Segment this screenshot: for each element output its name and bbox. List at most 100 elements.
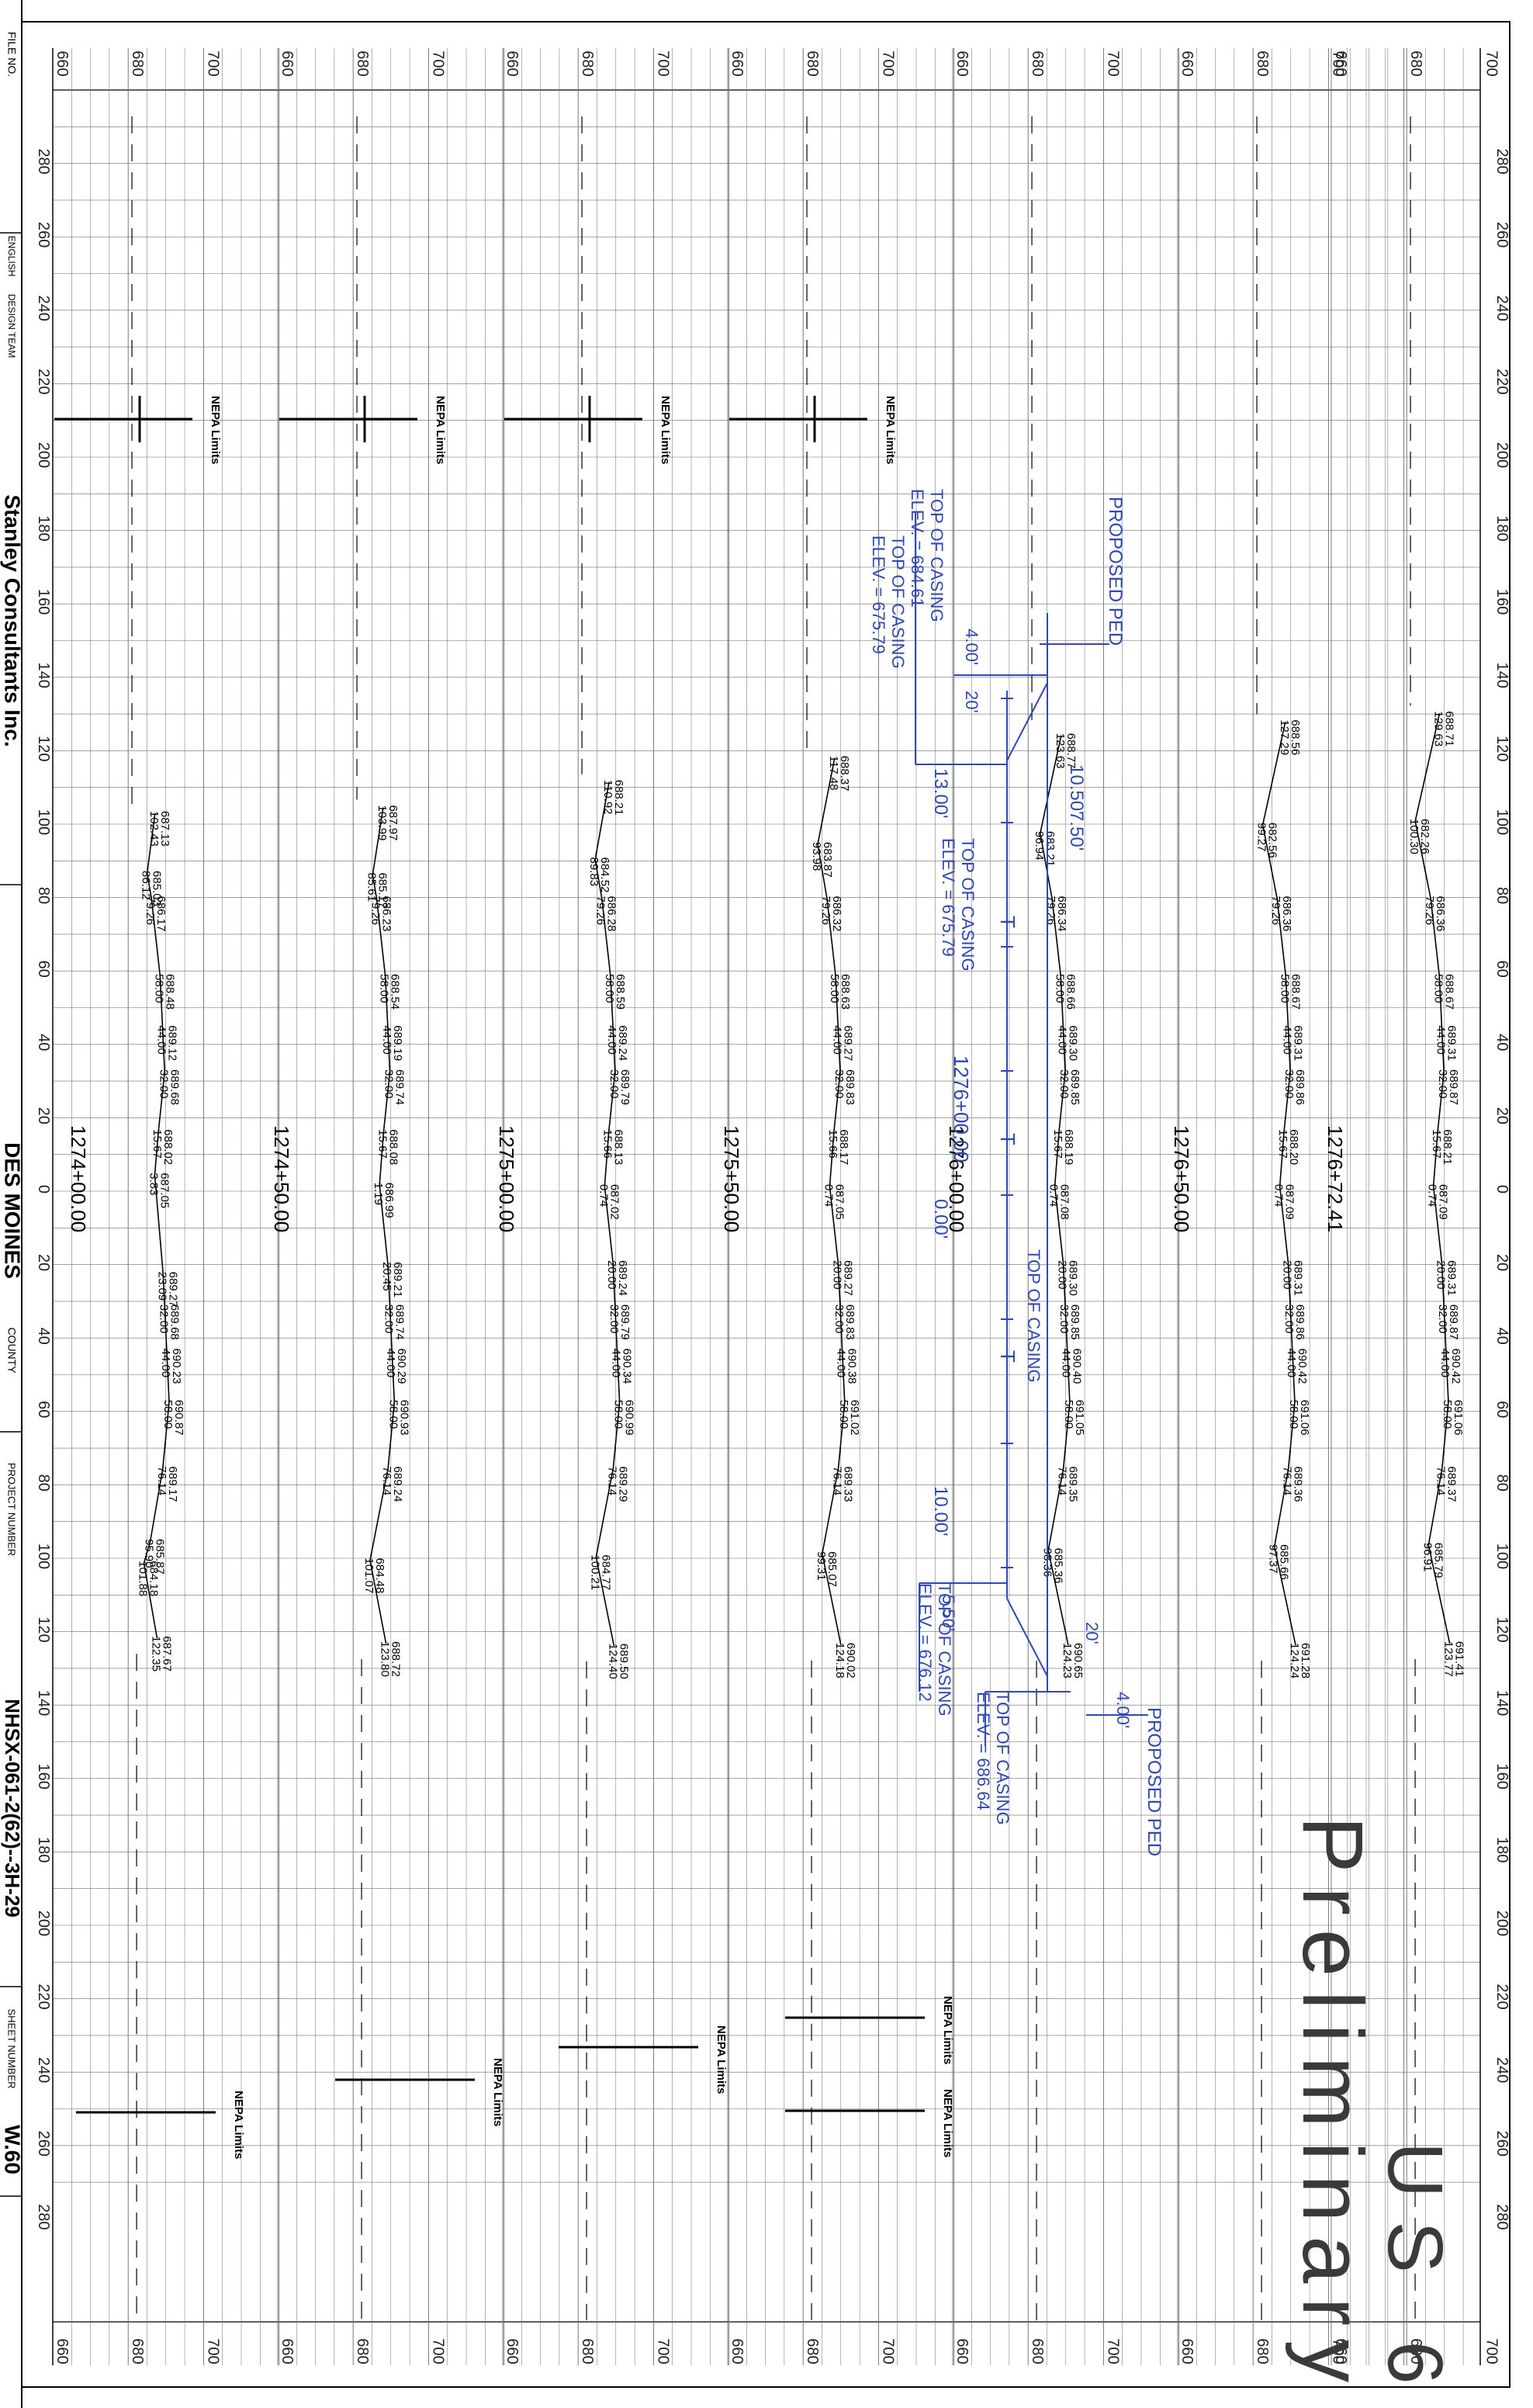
section-point-elevation: 690.42 [1449, 1349, 1462, 1384]
section-point-offset: 32.00 [1436, 1069, 1449, 1099]
section-point-elevation: 690.40 [1071, 1349, 1084, 1384]
offset-label: 200 [35, 442, 52, 468]
section-point-offset: 20.00 [830, 1260, 843, 1290]
offset-label: 160 [1493, 1764, 1511, 1790]
offset-label: 240 [1493, 296, 1511, 321]
section-point-elevation: 689.24 [616, 1260, 629, 1296]
station-label: 1274+50.00 [270, 1125, 293, 1232]
section-point-elevation: 688.17 [837, 1129, 850, 1165]
center-station-label: 1276+00.00 [950, 1055, 973, 1162]
section-point-elevation: 686.32 [830, 896, 843, 932]
pipe-bend [1006, 682, 1048, 761]
section-point-offset: 76.14 [831, 1467, 844, 1496]
offset-label: 0 [1493, 1185, 1511, 1194]
section-point-offset: 23.09 [155, 1272, 168, 1301]
county-label: COUNTY [5, 1327, 18, 1374]
section-point-elevation: 682.56 [1266, 823, 1279, 858]
section-point-offset: 32.00 [1282, 1304, 1296, 1334]
elevation-tick-label: 680 [1407, 2338, 1424, 2364]
section-point-offset: 127.29 [1278, 719, 1291, 755]
section-point-offset: 44.00 [384, 1349, 397, 1378]
section-point-offset: 32.00 [157, 1069, 170, 1099]
section-point-offset: 110.92 [601, 780, 614, 815]
top-of-casing-note: TOP OF CASING [1024, 1249, 1043, 1383]
elevation-tick-label: 700 [204, 50, 221, 76]
elevation-tick-label: 700 [1329, 2338, 1346, 2364]
section-point-offset: 79.26 [144, 896, 157, 926]
section-point-offset: 32.00 [1057, 1069, 1071, 1099]
section-point-elevation: 689.27 [841, 1260, 854, 1296]
section-point-offset: 44.00 [609, 1349, 622, 1378]
offset-label: 20 [35, 1254, 52, 1271]
station-label: 1275+00.00 [495, 1125, 518, 1232]
section-point-elevation: 689.83 [843, 1304, 856, 1340]
section-point-elevation: 689.31 [1445, 1260, 1458, 1296]
section-point-elevation: 688.02 [161, 1129, 175, 1165]
section-point-offset: 32.00 [832, 1069, 846, 1099]
section-point-elevation: 690.87 [172, 1400, 185, 1436]
offset-label: 100 [1493, 809, 1511, 835]
section-point-offset: 15.67 [1051, 1129, 1064, 1159]
offset-label: 60 [1493, 1401, 1511, 1418]
section-point-offset: 44.00 [380, 1025, 393, 1055]
offset-label: 240 [35, 296, 52, 321]
section-point-offset: 32.00 [1057, 1304, 1071, 1334]
elevation-tick-label: 700 [1483, 2338, 1500, 2364]
offset-label: 240 [1493, 2057, 1511, 2083]
section-point-elevation: 689.30 [1066, 1260, 1079, 1296]
offset-label: 0 [35, 1185, 52, 1194]
section-point-offset: 44.00 [1060, 1349, 1073, 1378]
utility-t-marker: T [996, 1133, 1019, 1145]
section-point-offset: 44.00 [1434, 1025, 1447, 1055]
section-point-elevation: 691.28 [1299, 1643, 1312, 1679]
offset-label: 160 [1493, 589, 1511, 615]
elevation-tick-label: 660 [728, 50, 746, 76]
nepa-label: NEPA Limits [941, 2089, 954, 2157]
section-point-offset: 96.91 [1421, 1543, 1434, 1572]
offset-label: 120 [35, 736, 52, 761]
section-point-offset: 15.67 [375, 1129, 389, 1159]
station-label: 1274+00.00 [67, 1125, 90, 1232]
dimension-550: 5.50' [939, 1595, 958, 1631]
section-point-offset: 58.00 [1278, 974, 1291, 1003]
section-point-elevation: 691.41 [1453, 1641, 1466, 1677]
elevation-tick-label: 680 [1254, 50, 1271, 76]
section-point-elevation: 686.23 [379, 896, 393, 932]
section-point-offset: 58.00 [1441, 1400, 1454, 1429]
elevation-tick-label: 660 [504, 2338, 521, 2364]
proposed-section-line [369, 807, 396, 1644]
section-point-offset: 32.00 [1436, 1304, 1449, 1334]
section-point-elevation: 686.36 [1280, 896, 1293, 932]
offset-label: 160 [35, 1764, 52, 1790]
section-point-elevation: 685.17 [375, 872, 389, 908]
section-point-elevation: 686.99 [382, 1183, 396, 1218]
elevation-tick-label: 700 [1104, 50, 1121, 76]
section-point-elevation: 685.87 [154, 1539, 167, 1575]
section-point-offset: 79.26 [819, 896, 832, 926]
pipe-bend [1006, 1598, 1048, 1677]
offset-label: 20 [35, 1107, 52, 1124]
elevation-tick-label: 700 [429, 2338, 446, 2364]
sheet-number-label: SHEET NUMBER [6, 2008, 18, 2088]
dimension-1050: 10.50' [1066, 764, 1087, 815]
casing-elevation-note: ELEV. = 675.79 [939, 838, 958, 957]
elevation-tick-label: 680 [1029, 50, 1046, 76]
section-point-elevation: 683.87 [821, 842, 834, 878]
section-point-elevation: 688.37 [838, 756, 851, 792]
section-point-elevation: 687.09 [1283, 1184, 1296, 1220]
elevation-tick-label: 700 [654, 2338, 671, 2364]
section-point-elevation: 689.79 [618, 1069, 632, 1105]
section-point-offset: 76.14 [155, 1467, 168, 1496]
section-point-elevation: 689.86 [1293, 1069, 1306, 1105]
section-point-elevation: 690.42 [1296, 1349, 1309, 1384]
nepa-label: NEPA Limits [659, 396, 672, 464]
dimension-20: 20' [1082, 1622, 1102, 1644]
section-point-offset: 0.74 [1426, 1184, 1439, 1207]
section-point-offset: 0.74 [597, 1184, 610, 1207]
section-point-offset: 96.94 [1033, 831, 1046, 861]
section-point-offset: 20.00 [1434, 1260, 1447, 1290]
casing-elevation-note: ELEV. = 684.61 [908, 489, 927, 608]
section-point-elevation: 689.24 [616, 1025, 629, 1061]
